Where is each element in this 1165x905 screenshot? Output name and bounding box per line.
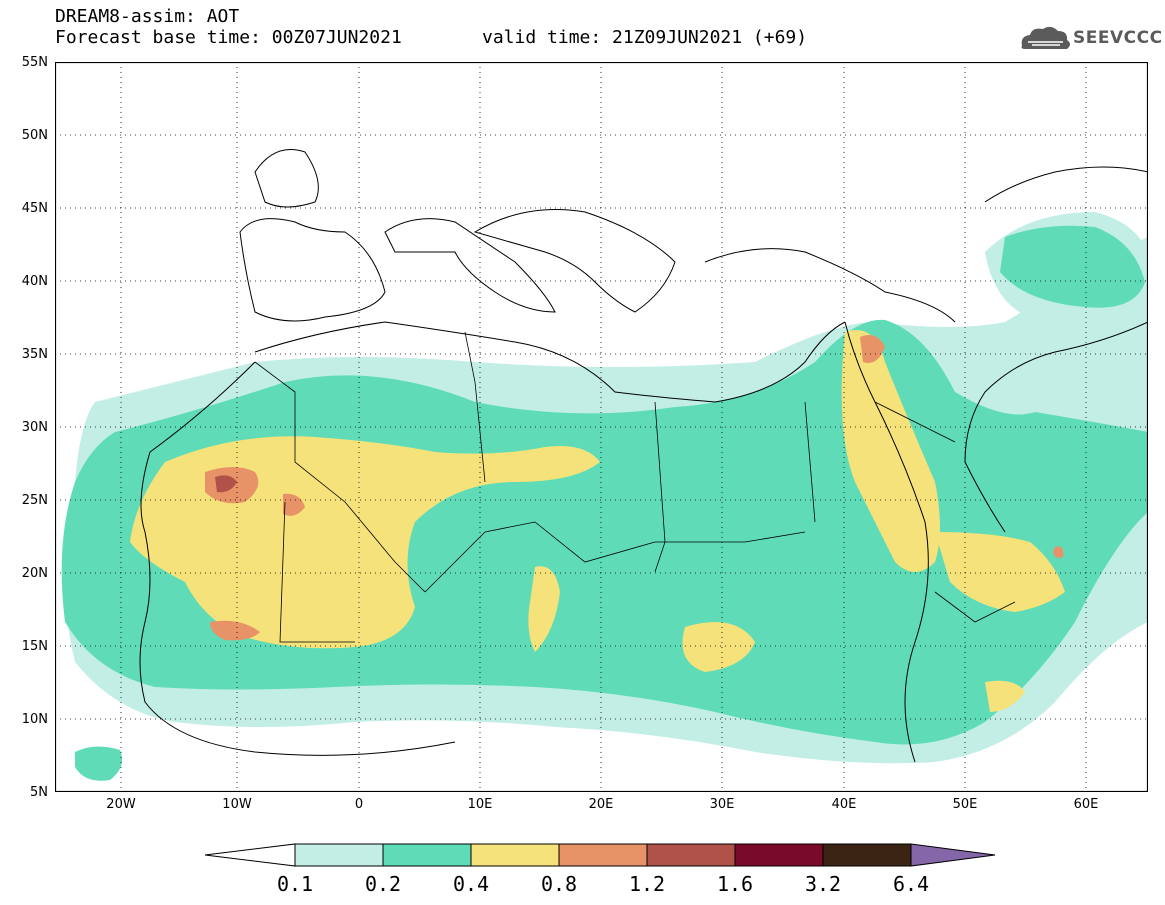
colorbar-label: 6.4	[892, 872, 930, 896]
lon-label: 30E	[709, 797, 735, 812]
lon-label: 20E	[588, 797, 614, 812]
colorbar-swatch	[382, 843, 472, 867]
lon-label: 20W	[106, 797, 136, 812]
lat-label: 55N	[21, 55, 48, 70]
forecast-base-time: Forecast base time: 00Z07JUN2021	[55, 27, 402, 48]
lat-label: 5N	[30, 785, 48, 800]
lat-label: 20N	[21, 566, 48, 581]
grid-lines	[55, 62, 1148, 792]
colorbar-label: 0.2	[364, 872, 402, 896]
colorbar-label: 0.1	[276, 872, 314, 896]
aot-map	[55, 62, 1148, 792]
lon-label: 10W	[222, 797, 252, 812]
colorbar-label: 0.8	[540, 872, 578, 896]
chart-title: DREAM8-assim: AOT	[55, 6, 240, 27]
colorbar-swatch	[294, 843, 384, 867]
lon-label: 10E	[467, 797, 493, 812]
colorbar-label: 3.2	[804, 872, 842, 896]
lon-label: 60E	[1073, 797, 1099, 812]
colorbar-label: 1.2	[628, 872, 666, 896]
colorbar	[205, 843, 996, 867]
logo-text: SEEVCCC	[1073, 28, 1163, 48]
lat-label: 15N	[21, 639, 48, 654]
lat-label: 30N	[21, 420, 48, 435]
colorbar-swatch	[558, 843, 648, 867]
coastlines	[139, 149, 1148, 763]
cloud-logo-icon	[1021, 26, 1070, 49]
lon-label: 0	[354, 797, 364, 812]
lat-label: 45N	[21, 201, 48, 216]
country-borders	[254, 331, 1016, 643]
valid-time: valid time: 21Z09JUN2021 (+69)	[482, 27, 808, 48]
colorbar-arrow-low	[205, 843, 296, 867]
lat-label: 40N	[21, 274, 48, 289]
colorbar-swatch	[470, 843, 560, 867]
lon-label: 40E	[831, 797, 857, 812]
lat-label: 10N	[21, 712, 48, 727]
colorbar-label: 1.6	[716, 872, 754, 896]
colorbar-swatch	[822, 843, 912, 867]
colorbar-arrow-high	[910, 843, 996, 867]
colorbar-swatch	[734, 843, 824, 867]
lat-label: 50N	[21, 128, 48, 143]
lat-label: 35N	[21, 347, 48, 362]
lat-label: 25N	[21, 493, 48, 508]
lon-label: 50E	[952, 797, 978, 812]
colorbar-label: 0.4	[452, 872, 490, 896]
aot-band-1.2	[215, 475, 237, 493]
colorbar-swatch	[646, 843, 736, 867]
